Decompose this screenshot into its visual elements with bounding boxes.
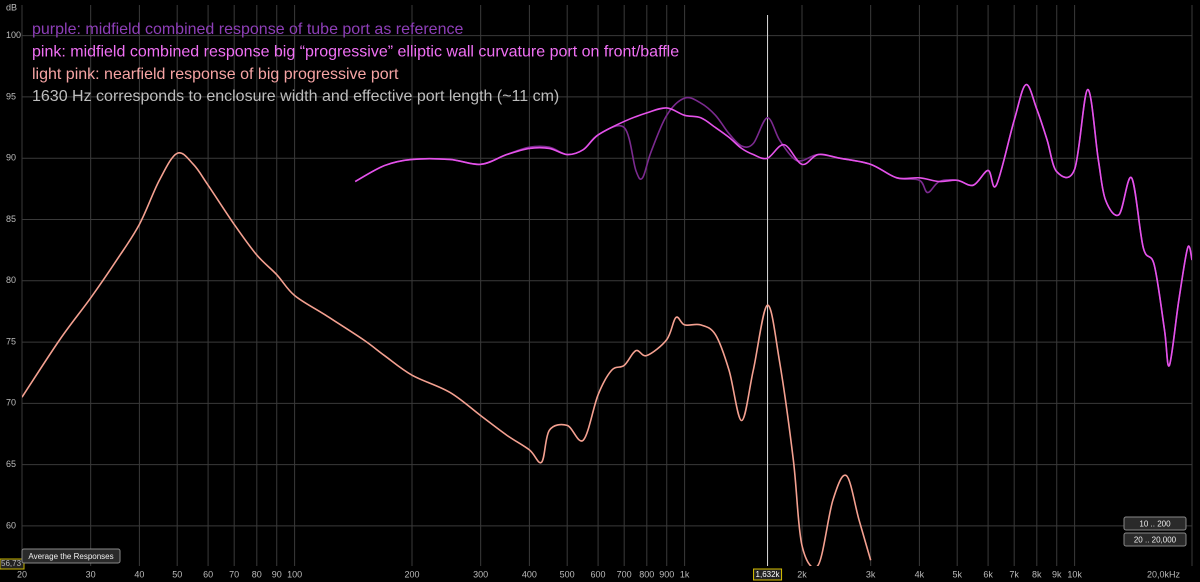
x-tick-label: 8k: [1032, 569, 1042, 579]
y-tick-label: 90: [6, 153, 16, 163]
legend-entry: pink: midfield combined response big “pr…: [32, 44, 679, 61]
x-tick-label: 90: [272, 569, 282, 579]
legend-entry: purple: midfield combined response of tu…: [32, 21, 463, 38]
x-tick-label: 6k: [983, 569, 993, 579]
response-curve: [354, 83, 1192, 367]
x-tick-label: 3k: [866, 569, 876, 579]
x-tick-label: 7k: [1009, 569, 1019, 579]
y-tick-label: 95: [6, 91, 16, 101]
x-tick-label: 20: [17, 569, 27, 579]
x-tick-label: 5k: [952, 569, 962, 579]
x-tick-label: 20,0kHz: [1147, 569, 1181, 579]
cursor-box: [753, 568, 783, 581]
x-tick-label: 9k: [1052, 569, 1062, 579]
y-tick-label: 100: [6, 30, 21, 40]
x-tick-label: 100: [287, 569, 302, 579]
x-tick-label: 10k: [1067, 569, 1082, 579]
y-axis-label: dB: [6, 2, 17, 12]
x-tick-label: 200: [404, 569, 419, 579]
button-label[interactable]: 20 .. 20,000: [1134, 536, 1177, 545]
legend-entry: light pink: nearfield response of big pr…: [32, 66, 399, 83]
x-tick-label: 900: [659, 569, 674, 579]
y-tick-label: 85: [6, 214, 16, 224]
x-tick-label: 700: [617, 569, 632, 579]
response-curve: [22, 152, 872, 566]
x-tick-label: 50: [172, 569, 182, 579]
x-tick-label: 70: [229, 569, 239, 579]
y-min-label: 56,73: [1, 559, 22, 568]
x-tick-label: 60: [203, 569, 213, 579]
button[interactable]: [1123, 532, 1187, 547]
x-tick-label: 80: [252, 569, 262, 579]
cursor-label: 1,632k: [756, 570, 781, 579]
annotation: 1630 Hz corresponds to enclosure width a…: [32, 88, 559, 105]
button[interactable]: [1123, 516, 1187, 531]
button-label[interactable]: Average the Responses: [28, 552, 113, 561]
x-tick-label: 40: [134, 569, 144, 579]
x-tick-label: 4k: [915, 569, 925, 579]
x-tick-label: 1k: [680, 569, 690, 579]
x-tick-label: 2k: [797, 569, 807, 579]
x-tick-label: 400: [522, 569, 537, 579]
axis-min-box: [0, 558, 25, 570]
button[interactable]: [21, 548, 121, 564]
x-tick-label: 300: [473, 569, 488, 579]
y-tick-label: 60: [6, 520, 16, 530]
x-tick-label: 800: [639, 569, 654, 579]
button-label[interactable]: 10 .. 200: [1139, 520, 1171, 529]
y-tick-label: 75: [6, 336, 16, 346]
x-tick-label: 500: [560, 569, 575, 579]
x-tick-label: 600: [591, 569, 606, 579]
y-tick-label: 70: [6, 398, 16, 408]
y-tick-label: 65: [6, 459, 16, 469]
y-tick-label: 80: [6, 275, 16, 285]
x-tick-label: 30: [86, 569, 96, 579]
